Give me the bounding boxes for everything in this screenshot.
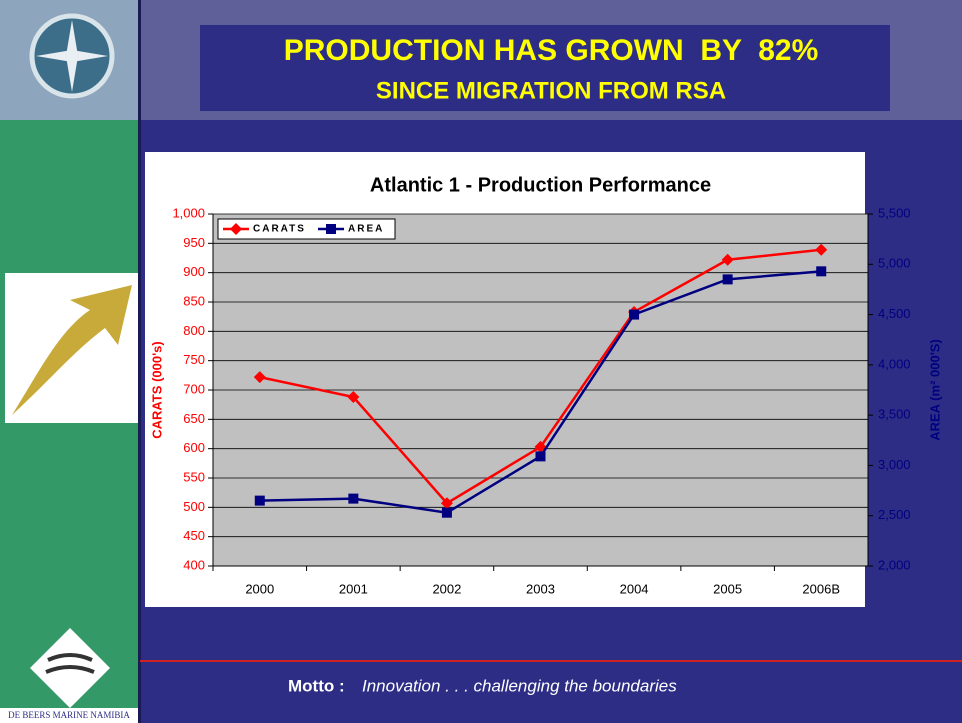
marker [629, 309, 640, 320]
y2-tick-label: 4,500 [878, 306, 911, 321]
marker [253, 371, 266, 384]
y-tick-label: 750 [183, 352, 205, 367]
chart: Atlantic 1 - Production Performance 400 45… [149, 174, 942, 596]
y-axis-label: CARATS (000's) [149, 341, 164, 438]
marker [815, 243, 828, 256]
motto: Innovation . . . challenging the boundar… [362, 676, 677, 695]
marker [347, 391, 360, 404]
x-tick-label: 2001 [339, 581, 368, 596]
divider [138, 0, 141, 723]
slide-subtitle: SINCE MIGRATION FROM RSA [376, 77, 726, 104]
marker [348, 493, 359, 504]
marker [816, 266, 827, 277]
title-box [200, 25, 890, 111]
marker [326, 224, 336, 234]
logo-text-box [0, 708, 138, 723]
y-tick-label: 850 [183, 293, 205, 308]
y-tick-label: 450 [183, 528, 205, 543]
y2-tick-label: 2,000 [878, 557, 911, 572]
y-tick-label: 600 [183, 440, 205, 455]
y-tick-label: 700 [183, 381, 205, 396]
compass-needle [36, 20, 108, 92]
arrow-icon [12, 285, 132, 415]
logo-waves [45, 653, 95, 674]
y2-tick-label: 3,000 [878, 457, 911, 472]
y2-tick-label: 5,500 [878, 205, 911, 220]
x-tick-label: 2006B [802, 581, 840, 596]
y-tick-label: 950 [183, 235, 205, 250]
x-tick-label: 2005 [713, 581, 742, 596]
x-tick-label: 2003 [526, 581, 555, 596]
y-tick-label: 500 [183, 499, 205, 514]
x-tick-label: 2002 [432, 581, 461, 596]
marker [230, 223, 242, 235]
legend-label: CARATS [253, 224, 306, 235]
marker [440, 497, 453, 510]
legend [217, 218, 396, 240]
marker [535, 451, 546, 462]
y2-tick-label: 2,500 [878, 507, 911, 522]
y-tick-label: 400 [183, 557, 205, 572]
chart-title: Atlantic 1 - Production Performance [370, 174, 711, 196]
marker [441, 507, 452, 518]
y-tick-label: 1,000 [172, 205, 205, 220]
marker [254, 495, 265, 506]
legend-label: AREA [348, 224, 384, 235]
y2-tick-label: 4,000 [878, 356, 911, 371]
y-tick-label: 550 [183, 469, 205, 484]
y-tick-label: 900 [183, 264, 205, 279]
marker [722, 274, 733, 285]
logo-text: DE BEERS MARINE NAMIBIA [8, 710, 130, 720]
slide-title: PRODUCTION HAS GROWN BY 82% [284, 34, 819, 67]
x-tick-label: 2000 [245, 581, 274, 596]
y2-tick-label: 5,000 [878, 256, 911, 271]
x-tick-label: 2004 [620, 581, 649, 596]
y-tick-label: 650 [183, 411, 205, 426]
marker [721, 253, 734, 266]
y2-tick-label: 3,500 [878, 407, 911, 422]
y2-axis-label: AREA (m² 000'S) [927, 339, 942, 441]
y-tick-label: 800 [183, 323, 205, 338]
motto-label: Motto : [288, 676, 345, 695]
